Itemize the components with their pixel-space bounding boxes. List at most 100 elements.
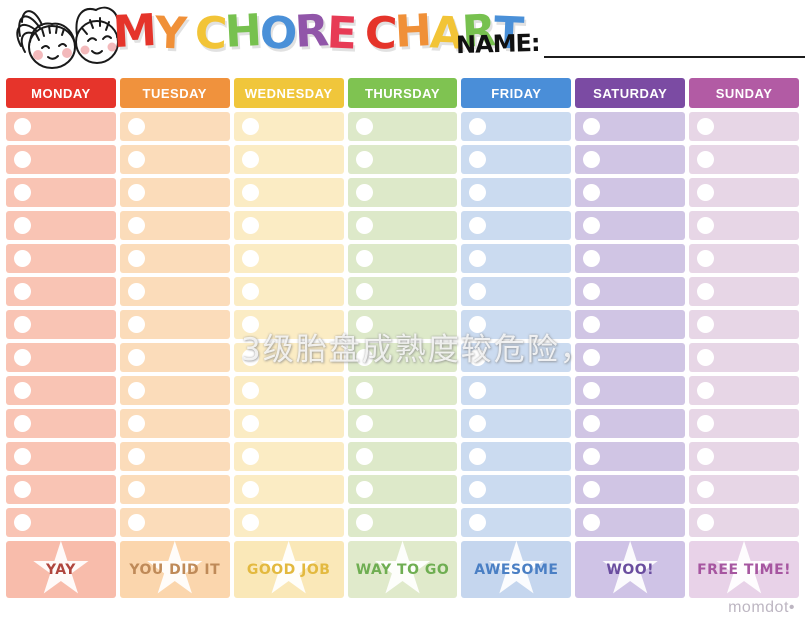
chore-cell[interactable] xyxy=(461,409,572,438)
chore-cell[interactable] xyxy=(347,244,458,273)
name-input-line[interactable] xyxy=(543,34,805,58)
chore-cell[interactable] xyxy=(575,244,686,273)
chore-cell[interactable] xyxy=(119,112,230,141)
chore-cell[interactable] xyxy=(233,310,344,339)
chore-cell[interactable] xyxy=(6,145,116,174)
chore-cell[interactable] xyxy=(119,145,230,174)
chore-cell[interactable] xyxy=(119,475,230,504)
chore-cell[interactable] xyxy=(689,376,799,405)
chore-cell[interactable] xyxy=(689,145,799,174)
chore-cell[interactable] xyxy=(6,310,116,339)
chore-cell[interactable] xyxy=(119,343,230,372)
chore-cell[interactable] xyxy=(233,409,344,438)
chore-cell[interactable] xyxy=(575,409,686,438)
chore-cell[interactable] xyxy=(119,178,230,207)
chore-cell[interactable] xyxy=(233,376,344,405)
chore-cell[interactable] xyxy=(575,376,686,405)
chore-cell[interactable] xyxy=(233,475,344,504)
chore-cell[interactable] xyxy=(233,442,344,471)
chore-cell[interactable] xyxy=(689,343,799,372)
chore-cell[interactable] xyxy=(461,244,572,273)
chore-cell[interactable] xyxy=(347,145,458,174)
chore-cell[interactable] xyxy=(347,310,458,339)
chore-cell[interactable] xyxy=(461,442,572,471)
chore-cell[interactable] xyxy=(119,211,230,240)
chore-cell[interactable] xyxy=(689,211,799,240)
chore-cell[interactable] xyxy=(233,277,344,306)
chore-cell[interactable] xyxy=(689,244,799,273)
chore-cell[interactable] xyxy=(6,112,116,141)
checkbox-circle-icon xyxy=(583,448,601,465)
chore-cell[interactable] xyxy=(461,343,572,372)
chore-cell[interactable] xyxy=(689,475,799,504)
chore-cell[interactable] xyxy=(461,508,572,537)
chore-cell[interactable] xyxy=(6,178,116,207)
chore-cell[interactable] xyxy=(689,112,799,141)
chore-cell[interactable] xyxy=(347,442,458,471)
chore-cell[interactable] xyxy=(461,475,572,504)
chore-cell[interactable] xyxy=(6,211,116,240)
chore-cell[interactable] xyxy=(347,409,458,438)
chore-cell[interactable] xyxy=(689,409,799,438)
chore-cell[interactable] xyxy=(461,178,572,207)
chore-cell[interactable] xyxy=(233,508,344,537)
chore-cell[interactable] xyxy=(575,310,686,339)
chore-cell[interactable] xyxy=(347,211,458,240)
chore-cell[interactable] xyxy=(233,343,344,372)
chore-cell[interactable] xyxy=(119,310,230,339)
chore-cell[interactable] xyxy=(575,145,686,174)
chore-cell[interactable] xyxy=(575,178,686,207)
chore-cell[interactable] xyxy=(461,211,572,240)
reward-label: WOO! xyxy=(606,561,655,578)
chore-cell[interactable] xyxy=(347,343,458,372)
chore-cell[interactable] xyxy=(461,145,572,174)
checkbox-circle-icon xyxy=(355,382,373,399)
chore-cell[interactable] xyxy=(575,475,686,504)
chore-cell[interactable] xyxy=(119,376,230,405)
chore-cell[interactable] xyxy=(6,244,116,273)
checkbox-circle-icon xyxy=(14,118,31,135)
chore-cell[interactable] xyxy=(347,178,458,207)
chore-cell[interactable] xyxy=(6,508,116,537)
chore-cell[interactable] xyxy=(6,376,116,405)
chore-cell[interactable] xyxy=(575,343,686,372)
brand-text: momdot xyxy=(728,599,789,616)
chore-cell[interactable] xyxy=(575,211,686,240)
chore-cell[interactable] xyxy=(6,442,116,471)
chore-cell[interactable] xyxy=(347,112,458,141)
chore-cell[interactable] xyxy=(233,178,344,207)
chore-cell[interactable] xyxy=(119,409,230,438)
chore-cell[interactable] xyxy=(233,244,344,273)
chore-cell[interactable] xyxy=(461,376,572,405)
chore-cell[interactable] xyxy=(119,244,230,273)
chore-cell[interactable] xyxy=(6,277,116,306)
chore-cell[interactable] xyxy=(575,277,686,306)
chore-cell[interactable] xyxy=(119,277,230,306)
chore-cell[interactable] xyxy=(347,508,458,537)
chore-cell[interactable] xyxy=(347,475,458,504)
chore-cell[interactable] xyxy=(347,376,458,405)
chore-cell[interactable] xyxy=(6,343,116,372)
chore-cell[interactable] xyxy=(233,145,344,174)
chore-cell[interactable] xyxy=(689,442,799,471)
chore-cell[interactable] xyxy=(233,112,344,141)
chore-cell[interactable] xyxy=(461,310,572,339)
chore-cell[interactable] xyxy=(575,442,686,471)
chore-cell[interactable] xyxy=(6,475,116,504)
chore-cell[interactable] xyxy=(575,508,686,537)
checkbox-circle-icon xyxy=(697,415,715,432)
chore-cell[interactable] xyxy=(689,310,799,339)
chore-cell[interactable] xyxy=(689,508,799,537)
chore-cell[interactable] xyxy=(461,277,572,306)
name-label: NAME: xyxy=(455,28,540,60)
chore-cell[interactable] xyxy=(233,211,344,240)
chore-cell[interactable] xyxy=(119,442,230,471)
chore-cell[interactable] xyxy=(6,409,116,438)
chore-cell[interactable] xyxy=(347,277,458,306)
chore-cell[interactable] xyxy=(119,508,230,537)
chore-cell[interactable] xyxy=(689,178,799,207)
chore-cell[interactable] xyxy=(575,112,686,141)
chore-cell[interactable] xyxy=(461,112,572,141)
chore-cell[interactable] xyxy=(689,277,799,306)
